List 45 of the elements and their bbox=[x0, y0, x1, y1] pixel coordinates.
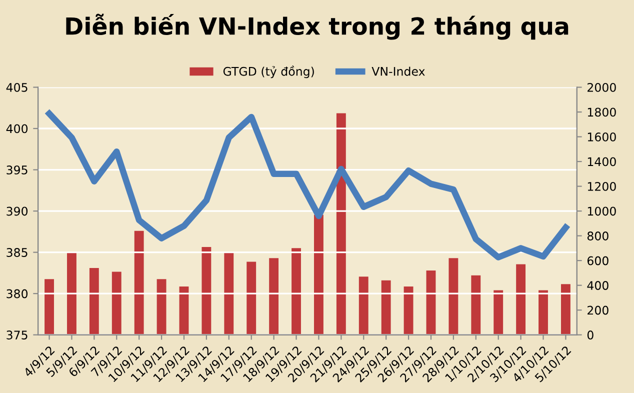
bar bbox=[314, 214, 324, 335]
bar bbox=[494, 290, 504, 335]
bar bbox=[292, 248, 301, 335]
y-tick-label: 400 bbox=[6, 124, 28, 134]
y2-tick-label: 1200 bbox=[588, 182, 616, 191]
bar bbox=[404, 286, 414, 335]
bar bbox=[269, 258, 279, 335]
bar bbox=[336, 113, 346, 335]
bar bbox=[224, 252, 234, 335]
legend-label: GTGD (tỷ đồng) bbox=[223, 66, 314, 78]
bar bbox=[358, 276, 368, 335]
y-tick-label: 395 bbox=[6, 166, 28, 174]
bar bbox=[381, 280, 391, 335]
y-tick-label: 385 bbox=[6, 248, 28, 257]
bar bbox=[156, 279, 166, 335]
y2-tick-label: 800 bbox=[587, 232, 608, 240]
y-tick-label: 405 bbox=[6, 82, 28, 92]
bar bbox=[202, 246, 212, 335]
y2-tick-label: 600 bbox=[587, 256, 608, 266]
bar bbox=[471, 275, 481, 335]
y2-tick-label: 1000 bbox=[588, 206, 616, 216]
chart-title: Diễn biến VN-Index trong 2 tháng qua bbox=[66, 14, 568, 40]
bar bbox=[112, 272, 122, 335]
y2-tick-label: 2000 bbox=[588, 82, 616, 92]
bar bbox=[448, 258, 458, 335]
y-tick-label: 375 bbox=[6, 330, 28, 340]
y2-tick-label: 200 bbox=[588, 306, 608, 315]
bar bbox=[134, 230, 144, 335]
y2-tick-label: 400 bbox=[587, 281, 608, 290]
y2-tick-label: 1600 bbox=[588, 132, 616, 142]
y2-tick-label: 0 bbox=[587, 330, 594, 340]
bar bbox=[44, 279, 54, 335]
y-tick-label: 390 bbox=[6, 206, 28, 216]
y-tick-label: 380 bbox=[6, 289, 28, 298]
y2-tick-label: 1800 bbox=[588, 108, 616, 117]
bar bbox=[246, 262, 256, 335]
bar bbox=[538, 290, 548, 335]
bar bbox=[67, 252, 76, 335]
bar bbox=[179, 286, 189, 335]
bar bbox=[426, 270, 436, 335]
bar bbox=[89, 268, 99, 335]
y2-tick-label: 1400 bbox=[588, 157, 616, 166]
bar bbox=[561, 284, 570, 335]
bar bbox=[516, 264, 526, 335]
legend-label: VN-Index bbox=[372, 66, 425, 76]
